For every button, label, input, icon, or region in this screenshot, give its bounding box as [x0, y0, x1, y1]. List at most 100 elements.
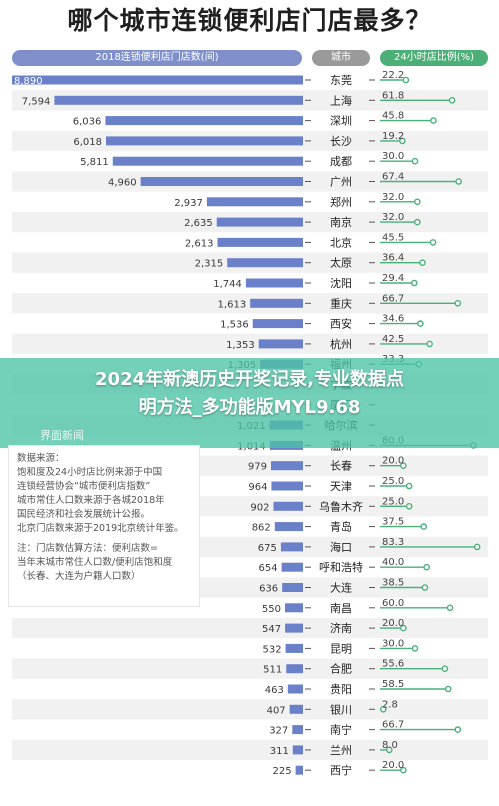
- ratio-dot: [400, 624, 407, 632]
- row-stripe: [12, 658, 488, 679]
- ratio-value-label: 38.5: [382, 578, 404, 589]
- bar-value-label: 862: [252, 523, 271, 534]
- note-line: 城市常住人口数来源于各城2018年: [17, 495, 165, 506]
- bar-value-label: 511: [263, 665, 282, 676]
- city-label: 乌鲁木齐: [319, 499, 363, 513]
- note-line: 当年末城市常住人口数/便利店饱和度: [17, 557, 173, 568]
- bar: [54, 95, 303, 105]
- city-label: 青岛: [330, 520, 352, 534]
- bar-value-label: 636: [259, 584, 278, 595]
- ratio-dot: [402, 76, 410, 84]
- city-label: 西安: [330, 317, 352, 331]
- ratio-value-label: 61.8: [382, 90, 404, 101]
- bar: [292, 745, 303, 755]
- city-label: 长沙: [330, 135, 352, 148]
- ratio-dot: [426, 340, 433, 348]
- bar-value-label: 675: [258, 543, 277, 554]
- store-bars: [12, 75, 304, 775]
- note-line: （长春、大连为户籍人口数）: [17, 571, 141, 582]
- ratio-value-label: 22.2: [382, 70, 404, 81]
- bar: [282, 583, 303, 592]
- bar: [285, 643, 303, 653]
- ratio-dot: [405, 482, 413, 490]
- city-label: 成都: [330, 155, 352, 168]
- city-label: 南昌: [330, 602, 352, 615]
- bar: [250, 298, 303, 308]
- bar-value-label: 2,635: [184, 218, 213, 229]
- bar-value-label: 6,036: [73, 117, 102, 128]
- ratio-value-label: 19.2: [382, 131, 404, 142]
- ratio-value-label: 20.0: [382, 618, 404, 629]
- city-label: 南宁: [330, 723, 352, 737]
- city-label: 昆明: [330, 642, 352, 655]
- ratio-value-label: 37.5: [382, 517, 404, 528]
- city-label: 兰州: [330, 744, 352, 757]
- row-stripe: [12, 739, 488, 761]
- ratio-dot: [414, 218, 421, 226]
- ratio-dot: [430, 117, 437, 124]
- bar: [284, 603, 303, 613]
- ratio-value-label: 25.0: [382, 476, 404, 487]
- city-label: 重庆: [330, 296, 352, 310]
- bar: [281, 562, 303, 572]
- bar-value-label: 532: [262, 644, 281, 655]
- note-line: 数据来源：: [17, 453, 65, 464]
- bar-value-label: 2,613: [185, 238, 214, 249]
- bar-value-label: 7,594: [22, 96, 51, 107]
- ratio-value-label: 40.0: [382, 557, 404, 568]
- ratio-value-label: 45.5: [382, 232, 404, 243]
- ratio-value-label: 2.8: [382, 699, 398, 710]
- city-label: 济南: [330, 621, 352, 635]
- bar: [287, 684, 303, 694]
- ratio-value-label: 20.0: [382, 760, 404, 771]
- ratio-dot: [446, 604, 454, 612]
- bar: [271, 481, 303, 491]
- overlay-banner: [0, 358, 499, 448]
- note-line: 国民经济和社会发展统计公报。: [17, 509, 151, 520]
- bar: [12, 75, 303, 85]
- bar: [270, 461, 303, 471]
- city-label: 大连: [330, 581, 352, 595]
- ratio-value-label: 32.0: [382, 192, 404, 203]
- bar-value-label: 550: [262, 604, 281, 615]
- bar: [273, 501, 303, 511]
- bar: [217, 237, 303, 247]
- ratio-value-label: 30.0: [382, 151, 404, 162]
- city-label: 南京: [330, 215, 352, 229]
- city-label: 沈阳: [330, 276, 352, 290]
- bar-value-label: 1,613: [218, 299, 247, 310]
- ratio-value-label: 45.8: [382, 111, 404, 122]
- ratio-dot: [448, 97, 456, 104]
- page-title: 哪个城市连锁便利店门店最多？: [67, 6, 432, 35]
- city-label: 太原: [330, 257, 352, 270]
- ratio-value-label: 42.5: [382, 334, 404, 345]
- ratio-value-label: 8.0: [382, 740, 398, 751]
- city-label: 杭州: [330, 337, 352, 351]
- ratio-dot: [423, 563, 430, 571]
- bar: [295, 765, 303, 775]
- ratio-dot: [444, 685, 452, 693]
- ratio-dot: [410, 279, 418, 287]
- ratio-value-label: 66.7: [382, 293, 404, 304]
- bar-value-label: 979: [248, 462, 267, 473]
- stores-header: 2018连锁便利店门店数(间): [12, 50, 302, 66]
- city-label: 合肥: [330, 662, 352, 676]
- bar: [280, 542, 303, 552]
- bar: [285, 623, 303, 633]
- city-label: 银川: [330, 702, 352, 716]
- ratio-dot: [454, 299, 462, 307]
- ratio-dot: [420, 523, 428, 530]
- bar: [206, 197, 303, 207]
- bar-value-label: 2,315: [195, 259, 224, 270]
- overlay-logo-text: 界面新闻: [40, 429, 84, 442]
- city-label: 呼和浩特: [319, 560, 363, 574]
- ratio-value-label: 25.0: [382, 496, 404, 507]
- bar-value-label: 1,744: [213, 279, 242, 290]
- bar: [292, 725, 303, 735]
- bar: [252, 319, 303, 329]
- city-label: 上海: [330, 93, 352, 107]
- row-stripe: [12, 333, 488, 355]
- bar-value-label: 2,937: [174, 198, 203, 209]
- city-label: 北京: [330, 235, 352, 249]
